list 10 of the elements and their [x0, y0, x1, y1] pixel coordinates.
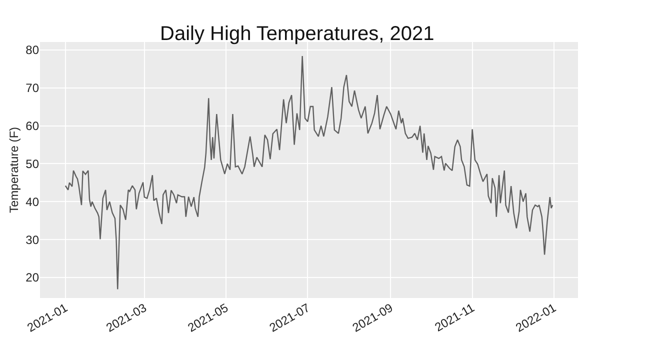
y-tick-label: 60	[26, 119, 40, 134]
y-tick-label: 40	[26, 194, 40, 209]
line-series	[64, 55, 554, 290]
y-tick-label: 70	[26, 81, 40, 96]
y-tick-label: 80	[26, 43, 40, 58]
y-tick-label: 20	[26, 270, 40, 285]
y-tick-label: 50	[26, 156, 40, 171]
y-axis-title: Temperature (F)	[6, 126, 21, 214]
y-tick-label: 30	[26, 232, 40, 247]
chart-title: Daily High Temperatures, 2021	[160, 23, 434, 46]
